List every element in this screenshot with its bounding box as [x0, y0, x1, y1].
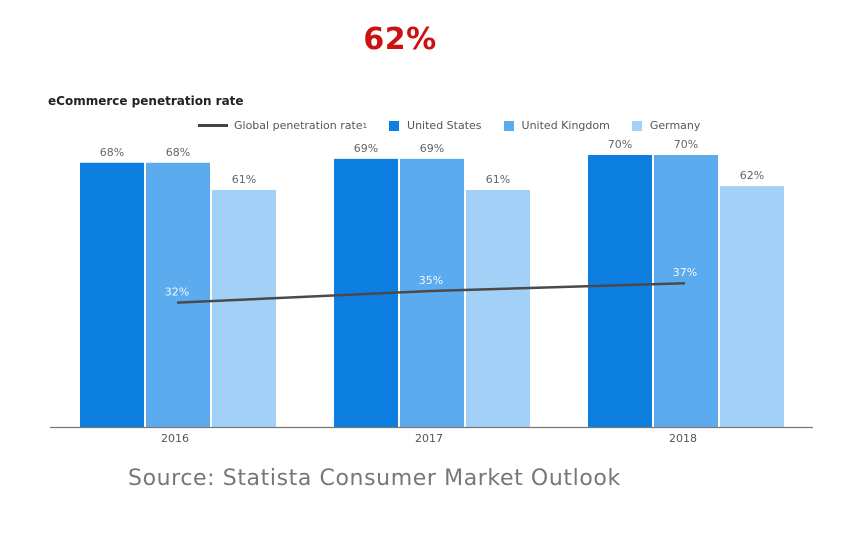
legend-footnote-marker: 1 [362, 121, 368, 130]
x-tick-label: 2018 [669, 432, 697, 445]
x-tick-label: 2017 [415, 432, 443, 445]
legend-item-us: United States [389, 119, 482, 132]
bar-2018-2 [720, 186, 784, 427]
bar-2016-2 [212, 189, 276, 427]
legend-item-uk: United Kingdom [503, 119, 610, 132]
bar-value-label: 69% [354, 142, 378, 155]
bar-2018-1 [654, 155, 718, 427]
bar-value-label: 70% [674, 138, 698, 151]
legend-label-us: United States [407, 119, 482, 132]
legend-swatch-germany [631, 120, 642, 131]
x-tick-label: 2016 [161, 432, 189, 445]
line-value-label: 32% [165, 286, 189, 299]
chart-legend: Global penetration rate 1 United States U… [198, 119, 722, 132]
source-note: Source: Statista Consumer Market Outlook [128, 466, 621, 491]
line-value-label: 35% [419, 274, 443, 287]
legend-label-global: Global penetration rate [234, 119, 363, 132]
bar-value-label: 61% [486, 173, 510, 186]
bar-2017-2 [466, 189, 530, 427]
legend-item-germany: Germany [631, 119, 701, 132]
bar-value-label: 68% [166, 146, 190, 159]
bar-2016-1 [146, 162, 210, 427]
bar-2016-0 [80, 162, 144, 427]
bar-2018-0 [588, 155, 652, 427]
bar-value-label: 62% [740, 169, 764, 182]
legend-line-marker [198, 124, 228, 127]
legend-item-global: Global penetration rate 1 [198, 119, 367, 132]
legend-swatch-uk [503, 120, 514, 131]
line-value-label: 37% [673, 266, 697, 279]
bar-value-label: 69% [420, 142, 444, 155]
legend-swatch-us [389, 120, 400, 131]
headline-value: 62% [363, 22, 437, 57]
bar-value-label: 70% [608, 138, 632, 151]
global-rate-line [176, 281, 686, 304]
chart-title: eCommerce penetration rate [48, 94, 244, 108]
bar-value-label: 68% [100, 146, 124, 159]
legend-label-uk: United Kingdom [521, 119, 610, 132]
legend-label-germany: Germany [649, 119, 701, 132]
bar-value-label: 61% [232, 173, 256, 186]
